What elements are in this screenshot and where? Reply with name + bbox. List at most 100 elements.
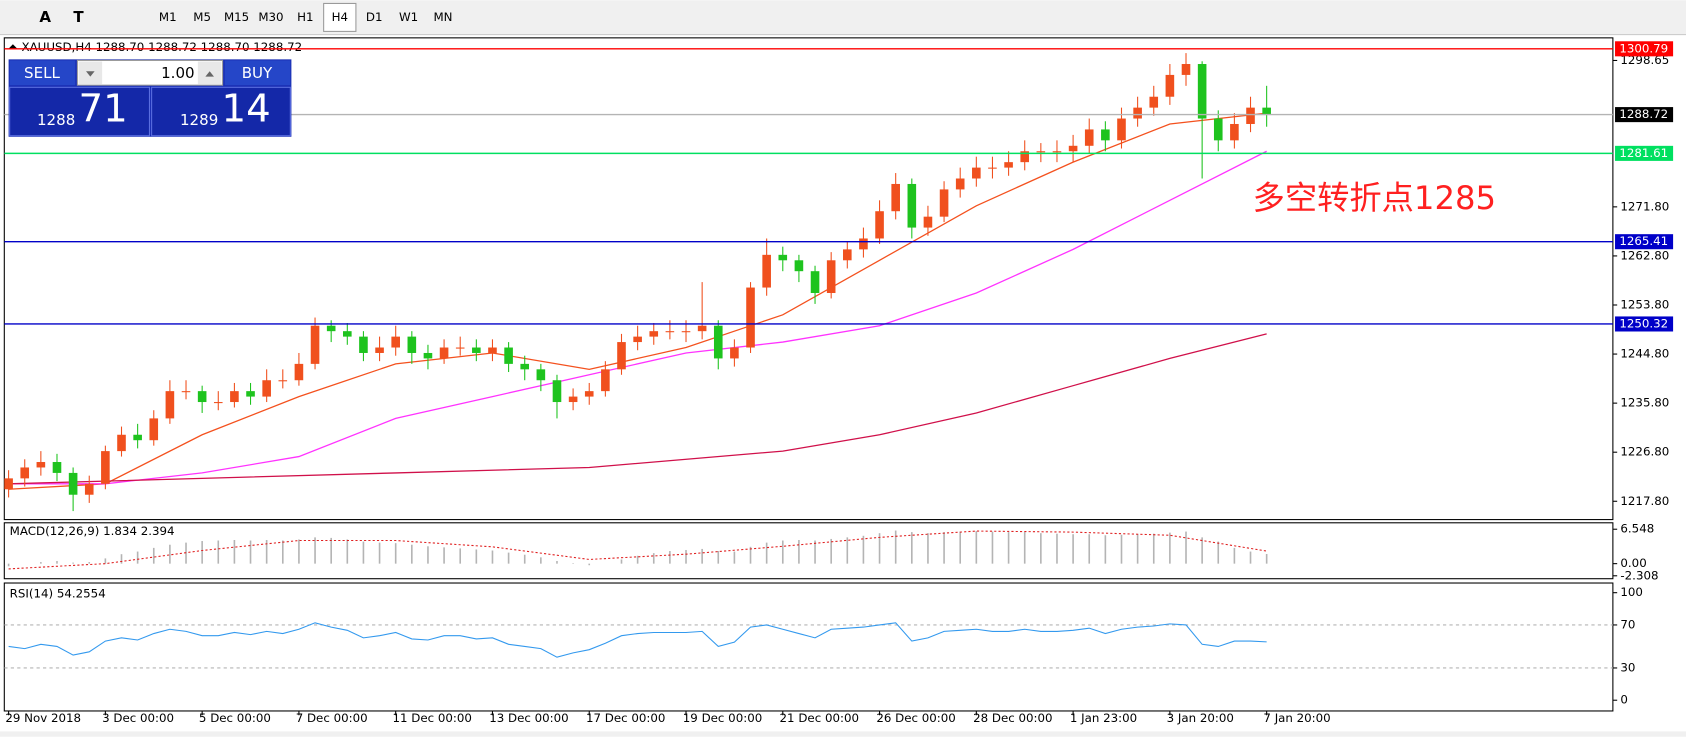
price-level-label: 1288.72 <box>1619 107 1668 121</box>
sell-price-box[interactable] <box>9 86 150 137</box>
candle-body <box>84 483 94 495</box>
y-tick-label: 30 <box>1620 660 1635 674</box>
price-level-box <box>1615 316 1674 332</box>
candle-body <box>1004 162 1013 168</box>
price-level-box <box>1615 41 1674 57</box>
candle-body <box>649 331 659 337</box>
price-level-label: 1300.79 <box>1619 41 1668 55</box>
candle-body <box>1262 107 1271 115</box>
candle-body <box>1101 129 1110 141</box>
x-tick-label: 19 Dec 00:00 <box>683 711 762 725</box>
lot-value[interactable]: 1.00 <box>161 64 195 82</box>
candle-body <box>439 347 449 359</box>
lot-up-icon <box>205 71 214 77</box>
y-tick-label: 1271.80 <box>1620 199 1669 213</box>
candle-body <box>972 167 981 179</box>
macd-label: MACD(12,26,9) 1.834 2.394 <box>10 524 175 538</box>
candle-body <box>230 391 239 403</box>
rsi-panel <box>3 582 1614 712</box>
candle-body <box>375 347 384 353</box>
candle-body <box>923 216 933 228</box>
x-tick-label: 3 Dec 00:00 <box>102 711 174 725</box>
sell-button[interactable] <box>9 60 76 86</box>
candle-body <box>1036 151 1046 153</box>
y-tick-label: 1217.80 <box>1620 494 1669 508</box>
y-tick-label: 1298.65 <box>1620 53 1669 67</box>
candle-body <box>52 462 62 473</box>
buy-price-box[interactable] <box>151 86 291 137</box>
chart-title: XAUUSD,H4 1288.70 1288.72 1288.70 1288.7… <box>22 40 303 54</box>
candle-body <box>423 352 433 359</box>
moving-average <box>8 112 1267 490</box>
x-tick-label: 7 Dec 00:00 <box>296 711 368 725</box>
candle-body <box>68 472 78 495</box>
candle-body <box>520 363 530 370</box>
timeframe-button[interactable]: H1 <box>297 10 313 24</box>
candle-body <box>536 369 546 381</box>
candle-body <box>20 467 30 479</box>
candle-body <box>1117 118 1126 141</box>
candle-body <box>859 238 868 250</box>
x-tick-label: 28 Dec 00:00 <box>973 711 1052 725</box>
timeframe-button[interactable]: MN <box>433 10 452 24</box>
x-tick-label: 11 Dec 00:00 <box>392 711 471 725</box>
price-level-label: 1281.61 <box>1619 146 1668 160</box>
rsi-label: RSI(14) 54.2554 <box>10 586 106 600</box>
candle-body <box>617 342 626 370</box>
candle-body <box>488 347 497 353</box>
x-tick-label: 1 Jan 23:00 <box>1070 711 1137 725</box>
title-marker <box>8 44 18 49</box>
bid-pips: 71 <box>78 86 127 131</box>
timeframe-button[interactable]: M15 <box>224 10 249 24</box>
candle-body <box>843 249 852 261</box>
candle-body <box>633 336 642 343</box>
candle-body <box>294 363 304 381</box>
ask-price: 1289 <box>180 111 218 129</box>
timeframe-button[interactable]: H4 <box>332 10 348 24</box>
timeframe-selected[interactable] <box>323 2 357 32</box>
candle-body <box>1230 123 1239 141</box>
buy-label[interactable]: BUY <box>242 64 273 82</box>
ask-pips: 14 <box>222 86 271 131</box>
candle-body <box>472 347 481 353</box>
buy-button[interactable] <box>224 60 291 86</box>
candle-body <box>826 260 836 294</box>
candle-body <box>601 369 610 392</box>
candle-body <box>326 325 336 332</box>
candle-body <box>1068 145 1078 152</box>
candle-body <box>359 336 368 353</box>
macd-signal <box>8 530 1267 570</box>
x-tick-label: 5 Dec 00:00 <box>199 711 271 725</box>
candle-body <box>810 271 820 294</box>
candle-body <box>149 418 159 441</box>
moving-average <box>8 333 1267 485</box>
candle-body <box>1213 118 1223 141</box>
candle-body <box>36 462 46 468</box>
candle-body <box>891 183 900 212</box>
timeframe-button[interactable]: W1 <box>399 10 418 24</box>
price-level-box <box>1615 107 1674 123</box>
candle-body <box>1133 107 1142 119</box>
y-tick-label: 6.548 <box>1620 522 1654 536</box>
tool-button[interactable]: A <box>39 8 51 26</box>
bid-price: 1288 <box>37 111 75 129</box>
price-level-box <box>1615 234 1674 250</box>
candle-body <box>681 331 691 333</box>
sell-label[interactable]: SELL <box>24 64 60 82</box>
candle-body <box>1149 96 1159 108</box>
timeframe-button[interactable]: M1 <box>159 10 177 24</box>
candle-body <box>988 167 997 169</box>
y-tick-label: -2.308 <box>1620 568 1658 582</box>
candle-body <box>730 347 739 359</box>
timeframe-button[interactable]: M5 <box>193 10 211 24</box>
tool-button[interactable]: T <box>73 8 84 26</box>
x-tick-label: 7 Jan 20:00 <box>1263 711 1330 725</box>
timeframe-button[interactable]: M30 <box>258 10 283 24</box>
timeframe-button[interactable]: D1 <box>366 10 383 24</box>
toolbar <box>0 0 1686 35</box>
candle-body <box>568 396 578 403</box>
y-tick-label: 1235.80 <box>1620 396 1669 410</box>
y-tick-label: 70 <box>1620 617 1635 631</box>
candle-body <box>762 254 771 288</box>
